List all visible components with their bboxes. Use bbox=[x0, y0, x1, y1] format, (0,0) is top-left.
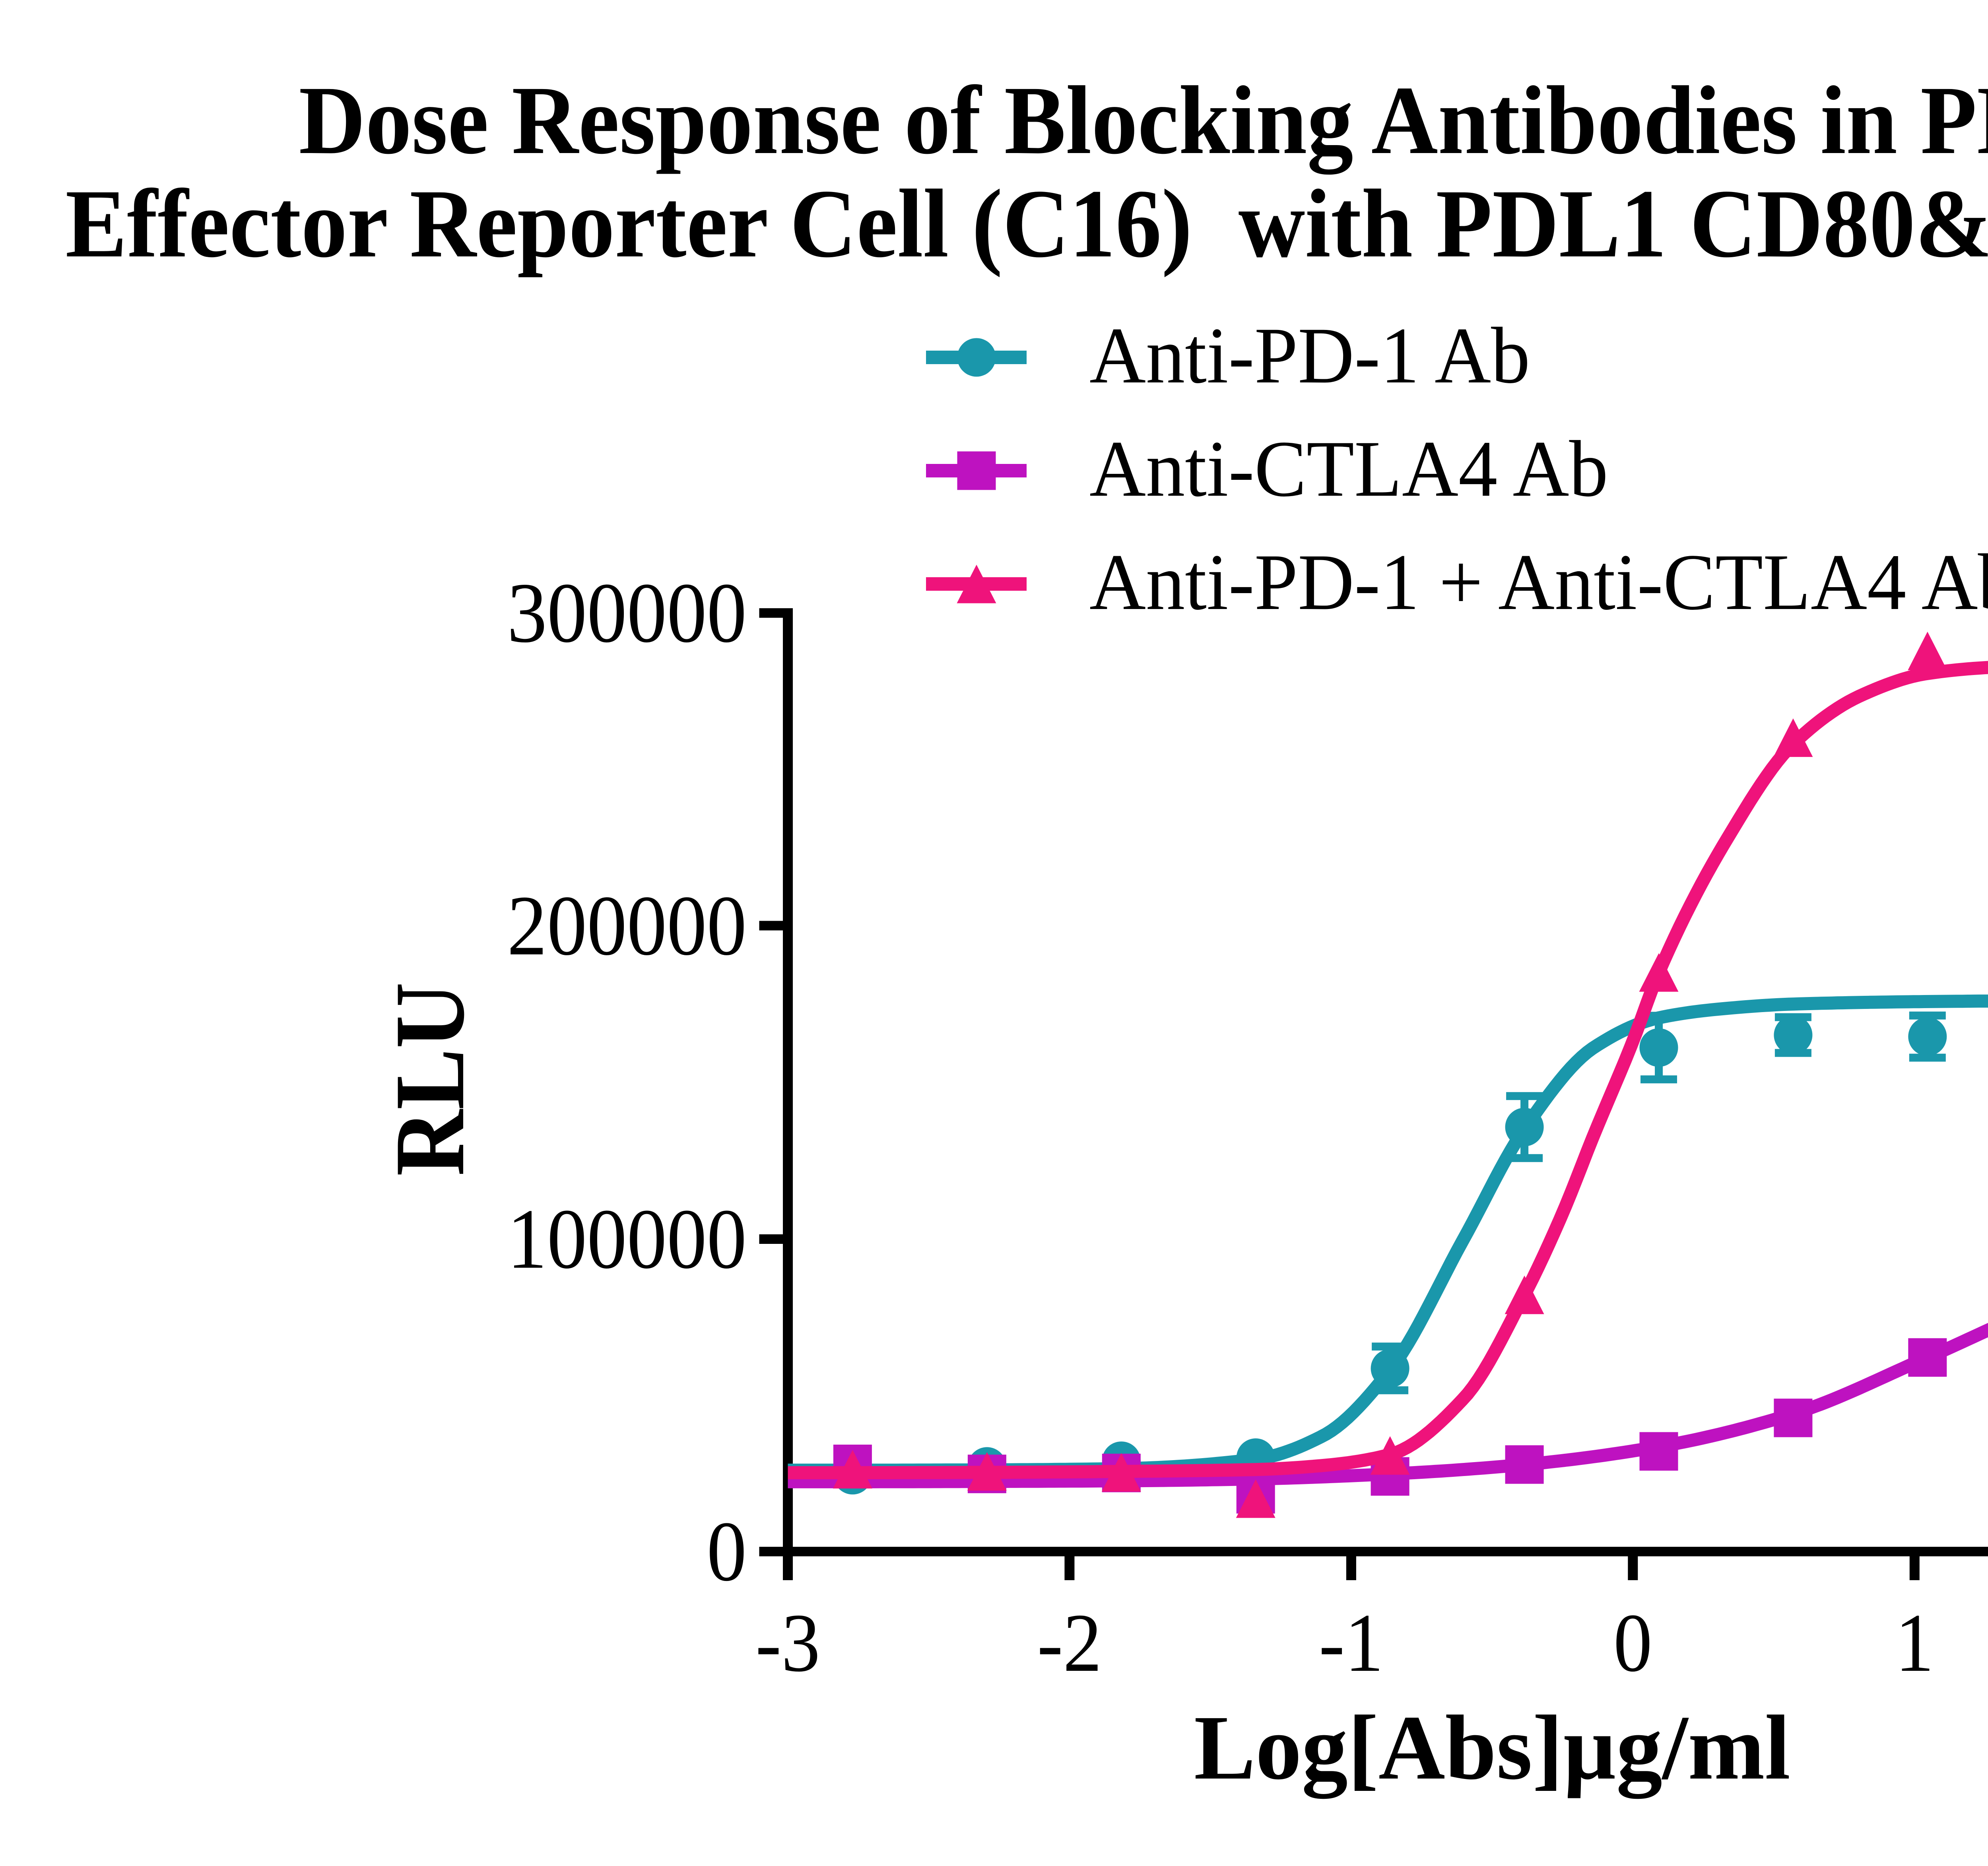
svg-text:200000: 200000 bbox=[507, 878, 747, 973]
svg-text:-2: -2 bbox=[1037, 1596, 1102, 1689]
svg-text:Anti-CTLA4 Ab: Anti-CTLA4 Ab bbox=[1089, 425, 1608, 514]
svg-text:-1: -1 bbox=[1319, 1596, 1384, 1689]
svg-text:Effector Reporter Cell (C16): Effector Reporter Cell (C16) with PDL1 C… bbox=[66, 170, 1988, 278]
svg-text:300000: 300000 bbox=[507, 565, 747, 660]
svg-text:100000: 100000 bbox=[507, 1191, 747, 1286]
svg-text:0: 0 bbox=[1613, 1596, 1652, 1689]
svg-text:1: 1 bbox=[1895, 1596, 1934, 1689]
svg-text:-3: -3 bbox=[755, 1596, 820, 1689]
svg-text:RLU: RLU bbox=[375, 982, 485, 1176]
svg-text:Dose Response of Blocking Anti: Dose Response of Blocking Antibodies in … bbox=[299, 66, 1988, 175]
svg-text:0: 0 bbox=[707, 1504, 747, 1599]
svg-text:Log[Abs]µg/ml: Log[Abs]µg/ml bbox=[1194, 1697, 1790, 1799]
svg-text:Anti-PD-1 + Anti-CTLA4 Abs: Anti-PD-1 + Anti-CTLA4 Abs bbox=[1089, 538, 1988, 627]
svg-text:Anti-PD-1 Ab: Anti-PD-1 Ab bbox=[1089, 311, 1530, 400]
